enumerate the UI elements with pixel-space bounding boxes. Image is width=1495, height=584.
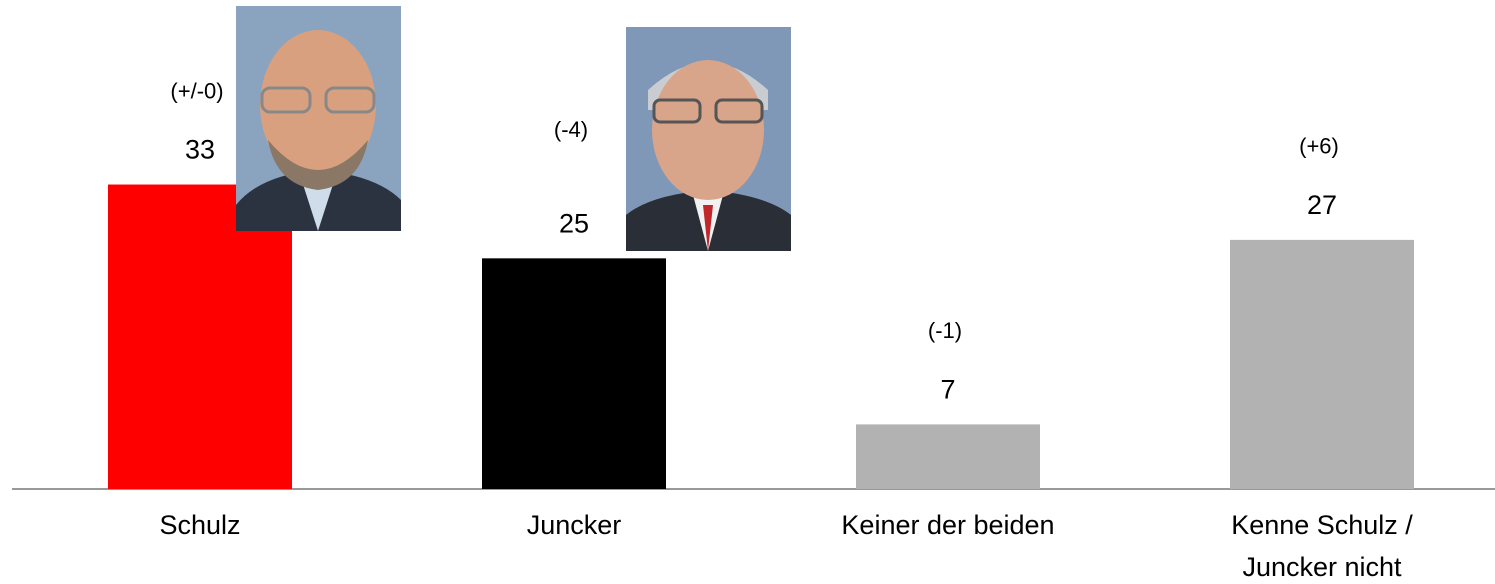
change-label: (-4) [554,117,588,142]
change-label: (+6) [1299,134,1339,159]
bar [856,424,1040,489]
value-label: 25 [559,208,589,238]
photo-juncker [626,27,791,251]
value-label: 7 [940,375,955,405]
photo-schulz [236,6,401,231]
change-label: (+/-0) [170,78,223,103]
x-tick-label: Keiner der beiden [841,510,1055,540]
x-tick-label: Juncker [526,510,622,540]
value-label: 27 [1307,190,1337,220]
bar [108,184,292,489]
bar [482,258,666,489]
change-label: (-1) [928,318,962,343]
x-tick-label: Schulz [159,510,241,540]
value-label: 33 [185,135,215,165]
x-tick-label: Kenne Schulz / Juncker nicht [1231,510,1413,582]
bar [1230,239,1414,489]
